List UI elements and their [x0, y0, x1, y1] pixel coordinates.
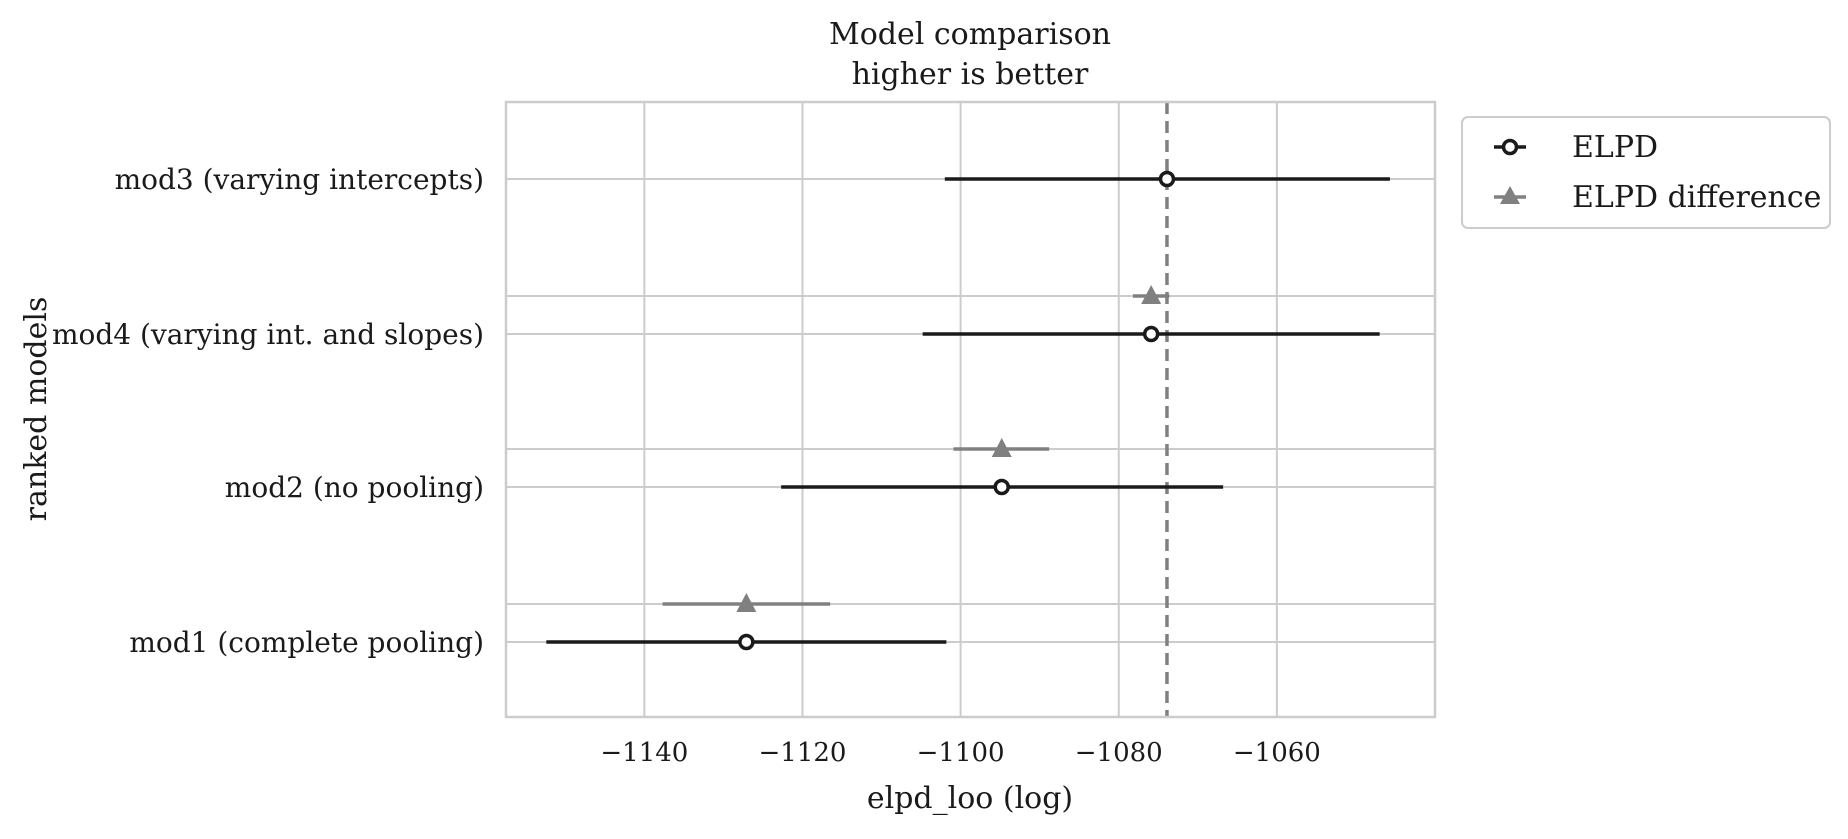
x-tick-label: −1140 — [600, 738, 688, 768]
y-tick-label-mod2-no-pooling: mod2 (no pooling) — [225, 471, 484, 504]
y-tick-labels: mod3 (varying intercepts) mod4 (varying i… — [52, 163, 484, 659]
legend-frame — [1461, 116, 1831, 229]
elpd-point-mod4-varying-int-and-slopes — [1142, 325, 1160, 343]
elpd-point-mod2-no-pooling — [993, 478, 1010, 496]
legend-marker-elpd — [1501, 138, 1519, 156]
elpd-difference-point-mod4-varying-int-and-slopes — [1141, 285, 1162, 304]
mark-layer — [546, 102, 1390, 717]
legend-item-elpd: ELPD — [1494, 130, 1658, 165]
elpd-difference-point-mod2-no-pooling — [991, 438, 1012, 457]
x-tick-label: −1080 — [1075, 738, 1163, 768]
legend-label-elpd: ELPD — [1572, 130, 1658, 165]
x-tick-label: −1120 — [759, 738, 847, 768]
legend-marker-elpd-difference — [1500, 186, 1520, 204]
y-tick-label-mod3-varying-intercepts: mod3 (varying intercepts) — [115, 163, 484, 196]
x-tick-labels: −1140 −1120 −1100 −1080 −1060 — [600, 738, 1320, 768]
legend-item-elpd-difference: ELPD difference — [1494, 180, 1821, 215]
legend: ELPD ELPD difference — [1461, 116, 1831, 229]
elpd-point-mod3-varying-intercepts — [1158, 170, 1176, 188]
y-tick-label-mod1-complete-pooling: mod1 (complete pooling) — [129, 626, 484, 659]
elpd-difference-point-mod1-complete-pooling — [736, 593, 757, 612]
y-axis-label: ranked models — [19, 297, 54, 522]
chart-title-line-2: higher is better — [852, 57, 1089, 92]
chart-title-line-1: Model comparison — [829, 17, 1111, 52]
x-tick-label: −1100 — [917, 738, 1005, 768]
grid-layer — [506, 102, 1435, 717]
elpd-point-mod1-complete-pooling — [738, 633, 755, 651]
x-tick-label: −1060 — [1233, 738, 1321, 768]
plot-frame — [504, 100, 1437, 719]
legend-label-elpd-difference: ELPD difference — [1572, 180, 1821, 215]
y-tick-label-mod4-varying-int-and-slopes: mod4 (varying int. and slopes) — [52, 318, 484, 351]
x-axis-label: elpd_loo (log) — [867, 781, 1073, 816]
